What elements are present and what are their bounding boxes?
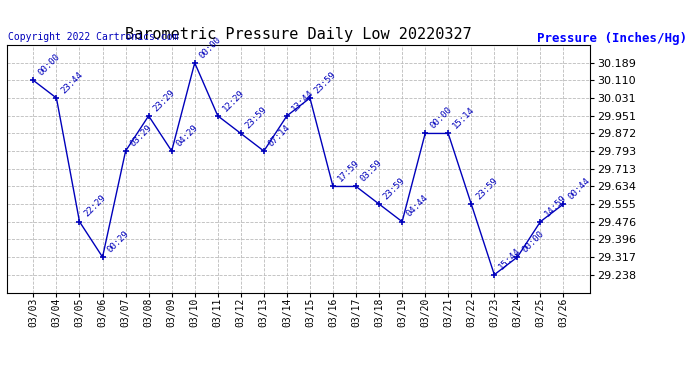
Text: 07:14: 07:14 xyxy=(266,123,292,148)
Text: 03:59: 03:59 xyxy=(359,158,384,184)
Title: Barometric Pressure Daily Low 20220327: Barometric Pressure Daily Low 20220327 xyxy=(125,27,472,42)
Text: 23:59: 23:59 xyxy=(244,105,269,130)
Text: Copyright 2022 Cartronics.com: Copyright 2022 Cartronics.com xyxy=(8,32,179,42)
Text: 00:44: 00:44 xyxy=(566,176,591,201)
Text: 17:59: 17:59 xyxy=(336,158,361,184)
Text: 04:44: 04:44 xyxy=(405,194,431,219)
Text: 15:14: 15:14 xyxy=(451,105,476,130)
Text: 12:29: 12:29 xyxy=(221,88,246,113)
Text: 03:29: 03:29 xyxy=(128,123,154,148)
Text: 23:59: 23:59 xyxy=(313,70,338,95)
Text: 00:00: 00:00 xyxy=(197,34,223,60)
Text: 04:29: 04:29 xyxy=(175,123,200,148)
Text: 22:29: 22:29 xyxy=(82,194,108,219)
Text: 23:59: 23:59 xyxy=(474,176,500,201)
Text: 14:59: 14:59 xyxy=(543,194,569,219)
Text: 00:29: 00:29 xyxy=(106,229,130,254)
Text: 00:00: 00:00 xyxy=(520,229,546,254)
Text: 00:00: 00:00 xyxy=(428,105,453,130)
Text: 23:44: 23:44 xyxy=(59,70,85,95)
Text: 13:44: 13:44 xyxy=(290,88,315,113)
Text: 15:44: 15:44 xyxy=(497,246,522,272)
Text: 00:00: 00:00 xyxy=(36,52,61,78)
Text: 23:29: 23:29 xyxy=(151,88,177,113)
Text: Pressure (Inches/Hg): Pressure (Inches/Hg) xyxy=(537,32,687,45)
Text: 23:59: 23:59 xyxy=(382,176,407,201)
